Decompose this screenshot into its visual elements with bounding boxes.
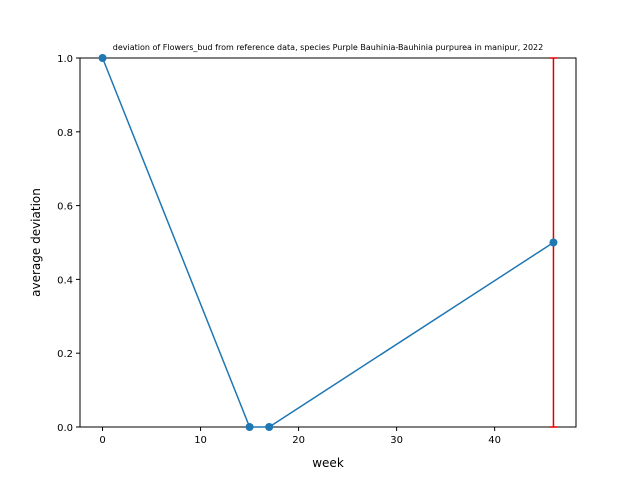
y-axis-label: average deviation <box>29 188 43 297</box>
plot-area <box>79 57 577 428</box>
x-tick-label: 0 <box>99 435 105 446</box>
data-point <box>245 423 254 431</box>
marker-layer <box>98 54 558 431</box>
y-tick-label: 0.6 <box>57 202 73 213</box>
x-axis-ticks: 0 10 20 30 40 <box>99 427 501 446</box>
y-tick-label: 0.4 <box>57 275 73 286</box>
chart-title: deviation of Flowers_bud from reference … <box>113 43 543 52</box>
x-tick-label: 30 <box>390 435 403 446</box>
y-tick-label: 0.2 <box>57 349 73 360</box>
x-tick-label: 40 <box>488 435 501 446</box>
x-tick-label: 10 <box>194 435 207 446</box>
x-axis-label: week <box>312 456 344 470</box>
data-point <box>265 423 274 431</box>
data-point <box>549 238 558 247</box>
series-line <box>101 57 554 428</box>
y-tick-label: 0.8 <box>57 128 73 139</box>
data-point <box>98 54 107 62</box>
series-layer <box>101 57 554 428</box>
y-axis-ticks: 0.0 0.2 0.4 0.6 0.8 1.0 <box>57 54 80 434</box>
y-tick-label: 1.0 <box>57 54 73 65</box>
y-tick-label: 0.0 <box>57 423 73 434</box>
x-tick-label: 20 <box>292 435 305 446</box>
